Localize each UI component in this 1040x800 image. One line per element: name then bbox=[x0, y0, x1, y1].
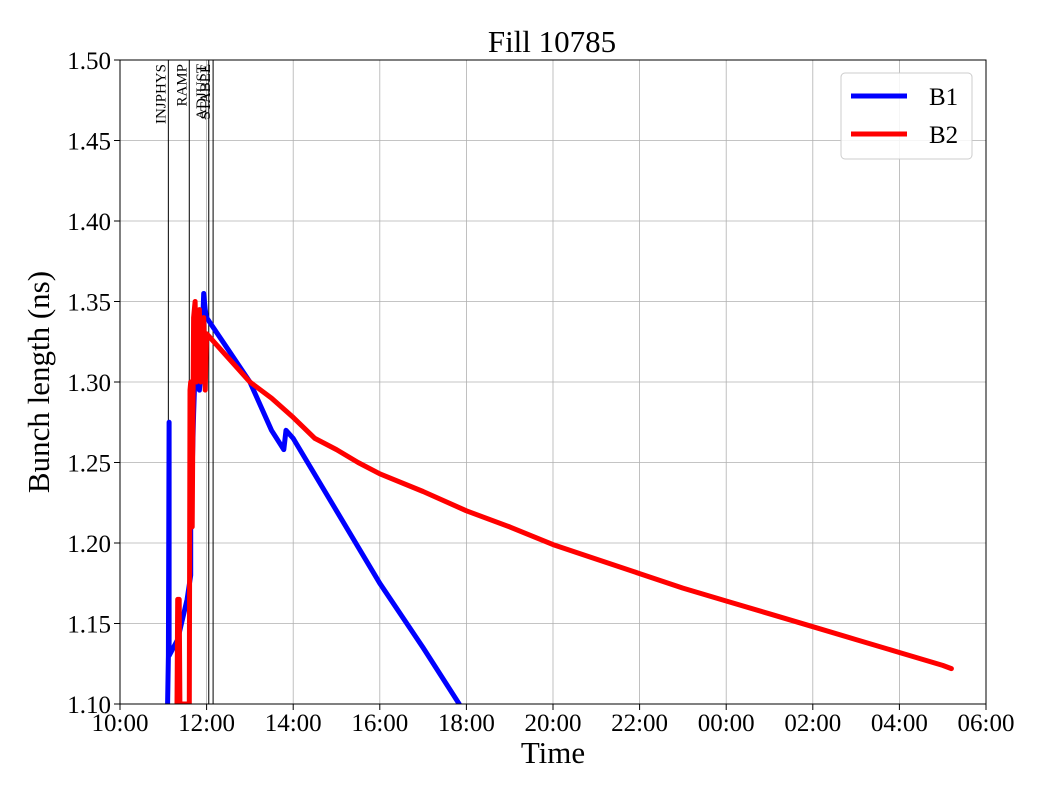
x-axis-ticks: 10:00 12:00 14:00 16:00 18:00 20:00 22:00 00:00… bbox=[92, 704, 1015, 737]
y-tick-label: 1.25 bbox=[67, 451, 111, 478]
phase-label: INJPHYS bbox=[153, 64, 169, 124]
phase-label: RAMP bbox=[174, 64, 190, 107]
x-tick-label: 20:00 bbox=[525, 710, 582, 737]
series-line-b2 bbox=[174, 299, 954, 704]
x-tick-label: 10:00 bbox=[92, 710, 149, 737]
x-tick-label: 06:00 bbox=[958, 710, 1015, 737]
legend-label: B1 bbox=[929, 84, 958, 111]
y-tick-label: 1.50 bbox=[67, 48, 111, 75]
y-axis-title: Bunch length (ns) bbox=[21, 271, 56, 493]
y-tick-label: 1.30 bbox=[67, 370, 111, 397]
y-tick-label: 1.40 bbox=[67, 209, 111, 236]
data-series bbox=[165, 291, 954, 704]
y-tick-label: 1.10 bbox=[67, 692, 111, 719]
x-tick-label: 04:00 bbox=[871, 710, 928, 737]
x-tick-label: 02:00 bbox=[784, 710, 841, 737]
legend-label: B2 bbox=[929, 122, 958, 149]
x-tick-label: 16:00 bbox=[351, 710, 408, 737]
chart-title: Fill 10785 bbox=[488, 24, 616, 59]
y-tick-label: 1.20 bbox=[67, 531, 111, 558]
y-tick-label: 1.15 bbox=[67, 612, 111, 639]
x-axis-title: Time bbox=[521, 735, 585, 770]
x-tick-label: 18:00 bbox=[438, 710, 495, 737]
x-tick-label: 12:00 bbox=[178, 710, 235, 737]
phase-label: ADJUST bbox=[194, 64, 210, 120]
x-tick-label: 14:00 bbox=[265, 710, 322, 737]
y-tick-label: 1.45 bbox=[67, 129, 111, 156]
series-line-b1 bbox=[165, 291, 462, 704]
x-tick-label: 00:00 bbox=[698, 710, 755, 737]
phase-label: STABLE bbox=[198, 64, 214, 119]
y-tick-label: 1.35 bbox=[67, 290, 111, 317]
y-axis-ticks: 1.10 1.15 1.20 1.25 1.30 1.35 1.40 1.45 1.50 bbox=[67, 48, 120, 719]
x-tick-label: 22:00 bbox=[611, 710, 668, 737]
